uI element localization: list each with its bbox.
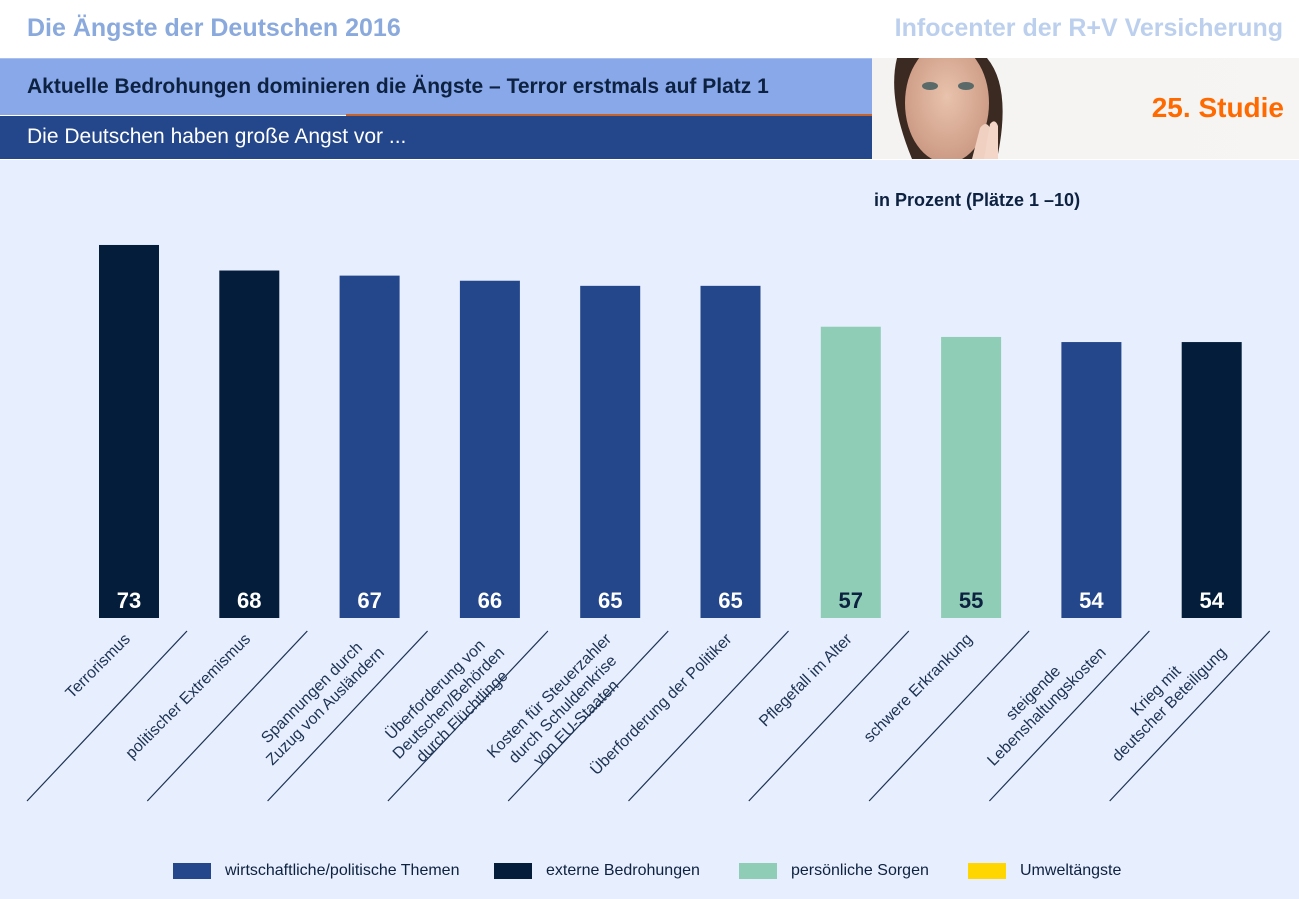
- bar-value-label: 55: [959, 588, 983, 613]
- category-label: Überforderung der Politiker: [587, 630, 736, 779]
- bar-value-label: 57: [839, 588, 863, 613]
- category-separator-line: [146, 630, 308, 802]
- category-label: steigendeLebenshaltungskosten: [971, 631, 1110, 770]
- bar-value-label: 65: [598, 588, 622, 613]
- publisher-label: Infocenter der R+V Versicherung: [894, 14, 1283, 42]
- legend-swatch: [739, 863, 777, 879]
- legend-label: wirtschaftliche/politische Themen: [225, 862, 460, 879]
- accent-divider: [346, 114, 872, 116]
- category-separator-line: [267, 630, 429, 802]
- category-label: Pflegefall im Alter: [756, 630, 856, 730]
- category-label: schwere Erkrankung: [861, 631, 976, 746]
- bar-value-label: 73: [117, 588, 141, 613]
- right-eye: [958, 82, 974, 90]
- bar-value-label: 54: [1079, 588, 1104, 613]
- bar-2: [219, 270, 280, 618]
- bar-4: [459, 280, 520, 618]
- category-separator-line: [988, 630, 1150, 802]
- category-separator-line: [26, 630, 188, 802]
- legend-swatch: [173, 863, 211, 879]
- bar-value-label: 68: [237, 588, 261, 613]
- category-separator-line: [1109, 630, 1271, 802]
- legend-item-umwelt: Umweltängste: [968, 862, 1121, 880]
- legend-swatch: [968, 863, 1006, 879]
- bar-10: [1181, 342, 1242, 618]
- bar-9: [1061, 342, 1122, 618]
- legend-item-wirtschaftlich: wirtschaftliche/politische Themen: [173, 862, 459, 880]
- category-label: Terrorismus: [63, 631, 134, 702]
- bar-8: [941, 336, 1002, 618]
- bar-7: [820, 326, 881, 618]
- bar-value-label: 67: [357, 588, 381, 613]
- legend-item-persoenlich: persönliche Sorgen: [739, 862, 929, 880]
- headline-band: Aktuelle Bedrohungen dominieren die Ängs…: [0, 58, 872, 115]
- legend-label: externe Bedrohungen: [546, 862, 700, 879]
- category-separator-line: [748, 630, 910, 802]
- category-separator-line: [387, 630, 549, 802]
- category-separator-line: [507, 630, 669, 802]
- legend-label: Umweltängste: [1020, 862, 1122, 879]
- bar-3: [339, 275, 400, 618]
- legend-item-extern: externe Bedrohungen: [494, 862, 700, 880]
- category-label: Spannungen durchZuzug von Ausländern: [250, 631, 388, 769]
- header-photo: [872, 58, 1299, 159]
- woman-portrait-image: [894, 58, 1003, 159]
- legend-swatch: [494, 863, 532, 879]
- category-label: politischer Extremismus: [123, 631, 254, 762]
- category-label: Kosten für Steuerzahlerdurch Schuldenkri…: [484, 630, 642, 788]
- category-separator-line: [868, 630, 1030, 802]
- left-eye: [922, 82, 938, 90]
- chart-legend: wirtschaftliche/politische Themen externe…: [0, 862, 1299, 882]
- bar-value-label: 65: [718, 588, 742, 613]
- study-badge: 25. Studie: [1151, 92, 1284, 123]
- bar-6: [700, 285, 761, 618]
- subheadline: Die Deutschen haben große Angst vor ...: [27, 125, 407, 148]
- bar-5: [580, 285, 641, 618]
- category-separator-line: [628, 630, 789, 802]
- legend-label: persönliche Sorgen: [791, 862, 929, 879]
- finger-shape: [984, 121, 998, 159]
- subheadline-band: Die Deutschen haben große Angst vor ...: [0, 116, 872, 159]
- bar-1: [99, 244, 159, 618]
- chart-subtitle: in Prozent (Plätze 1 –10): [874, 190, 1081, 210]
- headline: Aktuelle Bedrohungen dominieren die Ängs…: [27, 75, 769, 98]
- page-title: Die Ängste der Deutschen 2016: [27, 14, 401, 42]
- bar-value-label: 66: [478, 588, 502, 613]
- bar-value-label: 54: [1199, 588, 1224, 613]
